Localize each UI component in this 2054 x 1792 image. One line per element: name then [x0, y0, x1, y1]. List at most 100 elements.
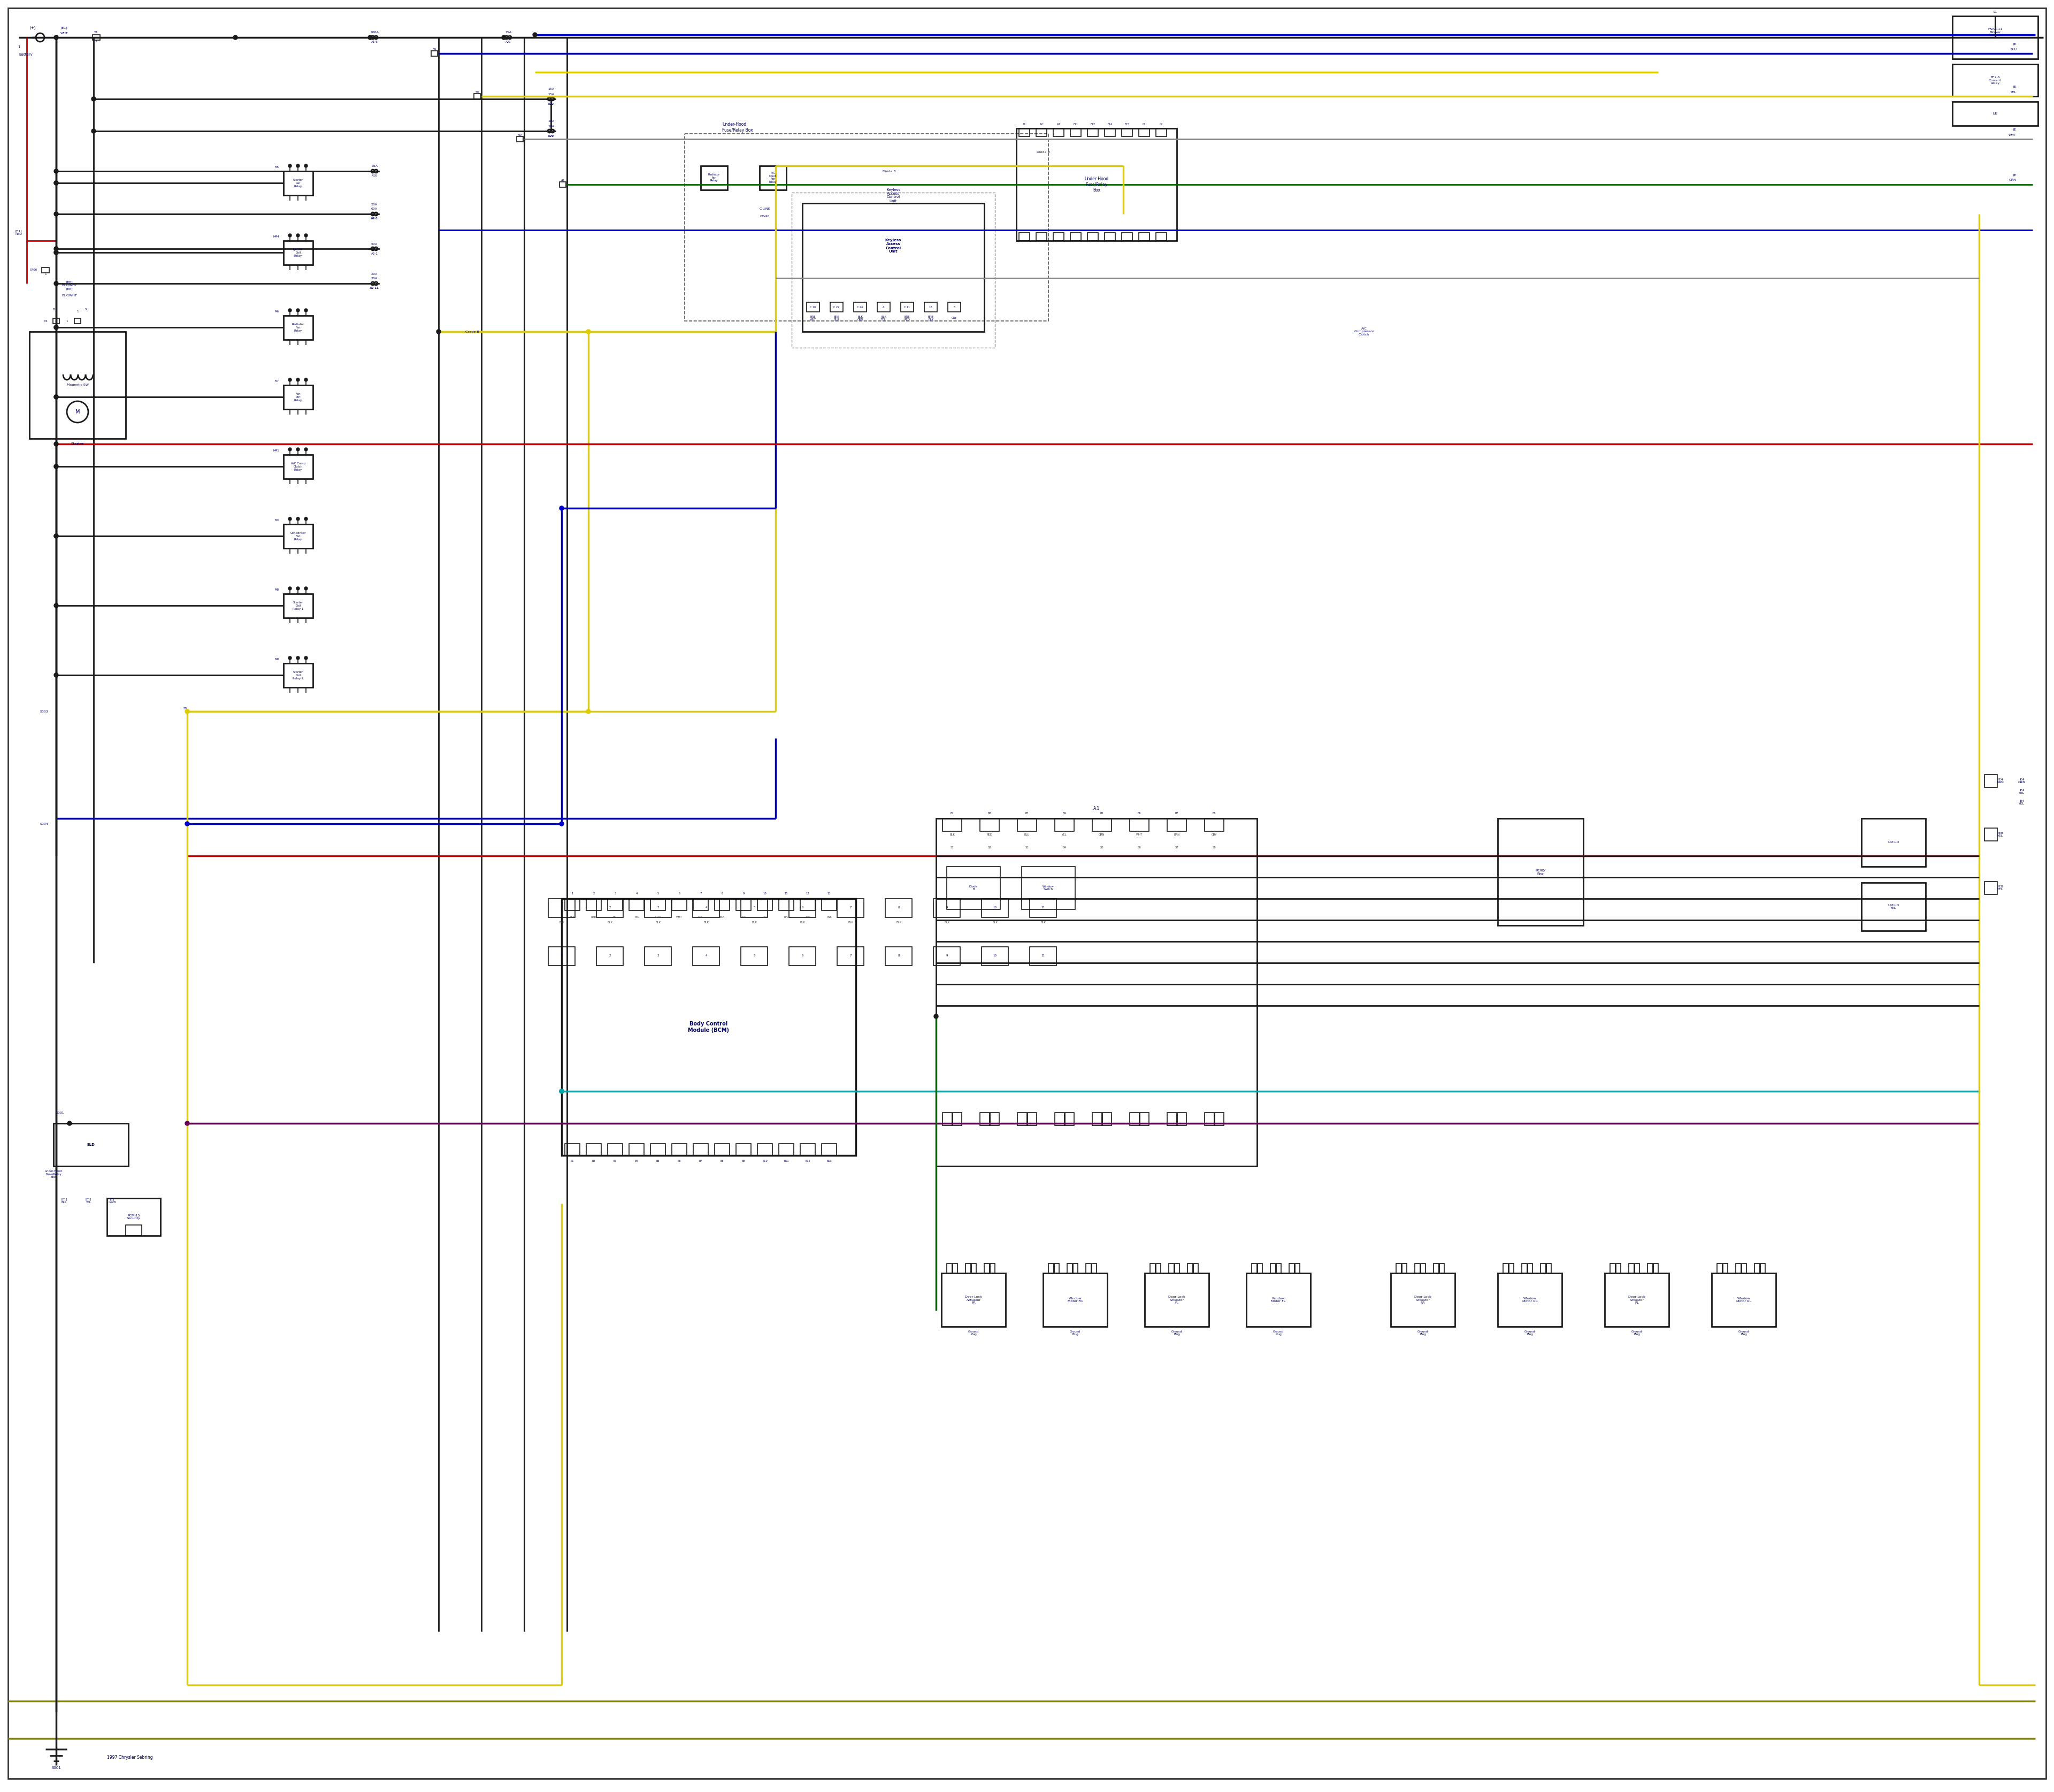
- Bar: [1043, 1272, 1107, 1326]
- Circle shape: [532, 32, 536, 38]
- Circle shape: [53, 324, 58, 330]
- Circle shape: [53, 181, 58, 185]
- Text: M8: M8: [275, 588, 279, 591]
- Text: L1: L1: [1992, 11, 1996, 13]
- Bar: [596, 898, 622, 918]
- Text: BLK: BLK: [569, 916, 575, 919]
- Text: A29: A29: [548, 134, 555, 138]
- Bar: [1497, 1272, 1561, 1326]
- Bar: [1035, 233, 1048, 240]
- Text: A/C
Compressor
Clutch: A/C Compressor Clutch: [1354, 328, 1374, 337]
- Text: (+): (+): [29, 27, 35, 29]
- Bar: [1953, 65, 2038, 97]
- Text: T1: T1: [94, 30, 99, 34]
- Bar: [1017, 129, 1177, 240]
- Bar: [565, 1143, 579, 1156]
- Text: Fan
Ctrl
Relay: Fan Ctrl Relay: [294, 392, 302, 401]
- Text: S1: S1: [951, 846, 953, 849]
- Bar: [283, 240, 312, 265]
- Bar: [1647, 1263, 1658, 1272]
- Circle shape: [296, 656, 300, 659]
- Bar: [791, 192, 994, 348]
- Bar: [1121, 233, 1132, 240]
- Text: Starter
Coil
Relay 1: Starter Coil Relay 1: [294, 602, 304, 611]
- Circle shape: [559, 1090, 563, 1093]
- Circle shape: [304, 233, 308, 237]
- Text: Starter
Car
Relay: Starter Car Relay: [294, 179, 304, 188]
- Bar: [822, 898, 836, 910]
- Circle shape: [53, 181, 58, 185]
- Text: A2-1: A2-1: [370, 217, 378, 220]
- Circle shape: [53, 464, 58, 468]
- Bar: [937, 819, 1257, 1167]
- Bar: [565, 898, 579, 910]
- Bar: [801, 898, 815, 910]
- Text: Window
Motor FL: Window Motor FL: [1271, 1297, 1286, 1303]
- Circle shape: [296, 165, 300, 167]
- Circle shape: [185, 1122, 189, 1125]
- Text: 60A: 60A: [372, 208, 378, 210]
- Circle shape: [288, 656, 292, 659]
- Circle shape: [585, 330, 592, 333]
- Text: Ground
Plug: Ground Plug: [1070, 1330, 1080, 1335]
- Bar: [1070, 233, 1080, 240]
- Bar: [735, 1143, 752, 1156]
- Bar: [645, 946, 672, 966]
- Text: 100A: 100A: [370, 30, 378, 34]
- Text: BLK: BLK: [608, 921, 612, 925]
- Circle shape: [185, 710, 189, 713]
- Bar: [778, 898, 793, 910]
- Text: Starter
Coil
Relay 2: Starter Coil Relay 2: [294, 670, 304, 679]
- Circle shape: [585, 710, 592, 713]
- Text: S004: S004: [39, 823, 47, 824]
- Text: BLK/WHT: BLK/WHT: [62, 294, 78, 297]
- Circle shape: [304, 518, 308, 520]
- Bar: [830, 303, 842, 312]
- Bar: [803, 202, 984, 332]
- Bar: [1711, 1272, 1777, 1326]
- Bar: [854, 303, 867, 312]
- Text: HVAC-11
Blower
Relay 1: HVAC-11 Blower Relay 1: [1988, 27, 2003, 36]
- Bar: [651, 898, 665, 910]
- Circle shape: [53, 324, 58, 330]
- Text: S6: S6: [1138, 846, 1142, 849]
- Text: C 24: C 24: [857, 306, 863, 308]
- Text: A1-6: A1-6: [372, 41, 378, 43]
- Bar: [283, 315, 312, 340]
- Text: 1997 Chrysler Sebring: 1997 Chrysler Sebring: [107, 1754, 152, 1760]
- Bar: [1056, 819, 1074, 831]
- Text: BRN: BRN: [1173, 833, 1179, 835]
- Text: B2: B2: [592, 1159, 596, 1163]
- Bar: [645, 898, 672, 918]
- Bar: [1150, 1263, 1161, 1272]
- Text: ELD: ELD: [86, 1143, 94, 1147]
- Text: BRE
RED: BRE RED: [904, 315, 910, 321]
- Text: 13: 13: [828, 892, 832, 894]
- Text: B9: B9: [741, 1159, 746, 1163]
- Bar: [107, 1199, 160, 1236]
- Text: 59: 59: [433, 48, 435, 50]
- Bar: [1415, 1263, 1425, 1272]
- Text: GRN: GRN: [1099, 833, 1105, 835]
- Text: BLU: BLU: [612, 916, 618, 919]
- Text: 10: 10: [764, 892, 766, 894]
- Text: Ignition
Coil
Relay: Ignition Coil Relay: [292, 249, 304, 258]
- Bar: [1187, 1263, 1197, 1272]
- Bar: [735, 898, 752, 910]
- Bar: [807, 303, 820, 312]
- Bar: [715, 898, 729, 910]
- Bar: [585, 1143, 602, 1156]
- Bar: [1138, 233, 1150, 240]
- Bar: [672, 1143, 686, 1156]
- Bar: [1984, 828, 1996, 840]
- Bar: [1610, 1263, 1621, 1272]
- Circle shape: [53, 464, 58, 468]
- Circle shape: [304, 656, 308, 659]
- Bar: [1054, 233, 1064, 240]
- Text: B10: B10: [762, 1159, 768, 1163]
- Text: B13: B13: [826, 1159, 832, 1163]
- Text: Ground
Plug: Ground Plug: [1171, 1330, 1183, 1335]
- Text: Under-Hood
Fuse/Relay Box: Under-Hood Fuse/Relay Box: [723, 122, 754, 133]
- Text: Window
Motor RR: Window Motor RR: [1522, 1297, 1538, 1303]
- Bar: [1019, 233, 1029, 240]
